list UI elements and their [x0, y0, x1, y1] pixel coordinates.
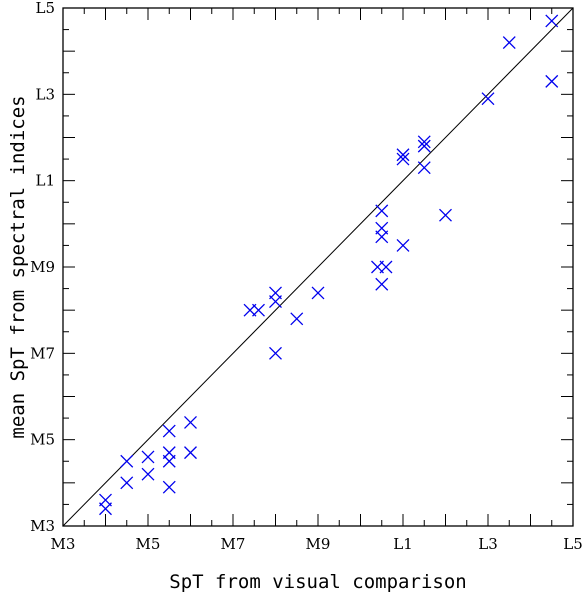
data-point-marker	[545, 74, 559, 88]
data-point-marker	[481, 92, 495, 106]
data-point-marker	[162, 424, 176, 438]
data-point-marker	[162, 480, 176, 494]
data-point-marker	[184, 446, 197, 460]
y-tick-label: M3	[30, 517, 55, 535]
data-point-marker	[184, 415, 197, 429]
data-point-marker	[379, 260, 393, 274]
data-point-marker	[439, 208, 452, 222]
x-tick-label: M9	[306, 535, 331, 553]
y-axis-title: mean SpT from spectral indices	[7, 95, 29, 438]
x-tick-label: M5	[136, 535, 161, 553]
data-point-marker	[141, 467, 155, 481]
y-tick-label: M7	[30, 344, 55, 362]
x-tick-label: L5	[563, 535, 583, 553]
data-point-marker	[120, 454, 134, 468]
one-to-one-line	[62, 7, 574, 527]
data-point-marker	[375, 277, 389, 291]
data-point-marker	[396, 238, 410, 252]
data-point-marker	[252, 303, 265, 317]
data-point-marker	[396, 148, 410, 162]
y-tick-label: L3	[35, 85, 55, 103]
data-point-marker	[545, 14, 559, 28]
y-tick-label: M9	[30, 258, 55, 276]
data-point-marker	[99, 502, 112, 516]
x-axis-title: SpT from visual comparison	[169, 571, 466, 593]
y-tick-label: M5	[30, 431, 55, 449]
x-tick-label: L3	[478, 535, 498, 553]
x-tick-label: M3	[51, 535, 76, 553]
data-point-marker	[417, 139, 431, 153]
data-point-marker	[141, 450, 155, 464]
y-tick-label: L5	[35, 0, 55, 17]
x-tick-label: L1	[393, 535, 413, 553]
data-point-marker	[290, 312, 304, 326]
data-point-marker	[375, 230, 389, 244]
data-point-marker	[502, 36, 516, 49]
data-points	[99, 14, 559, 516]
data-point-marker	[162, 454, 176, 468]
data-point-marker	[396, 152, 410, 166]
data-point-marker	[311, 286, 325, 300]
x-tick-label: M7	[221, 535, 246, 553]
tick-labels: M3 M5 M7 M9 L1 L3 L5 M3 M5 M7 M9 L1 L3 L5	[30, 0, 583, 553]
data-point-marker	[269, 295, 282, 308]
data-point-marker	[269, 346, 282, 360]
data-point-marker	[417, 135, 431, 149]
data-point-marker	[417, 161, 431, 175]
axis-ticks	[62, 7, 574, 527]
data-point-marker	[120, 476, 134, 490]
y-tick-label: L1	[35, 172, 55, 190]
data-point-marker	[375, 204, 389, 218]
